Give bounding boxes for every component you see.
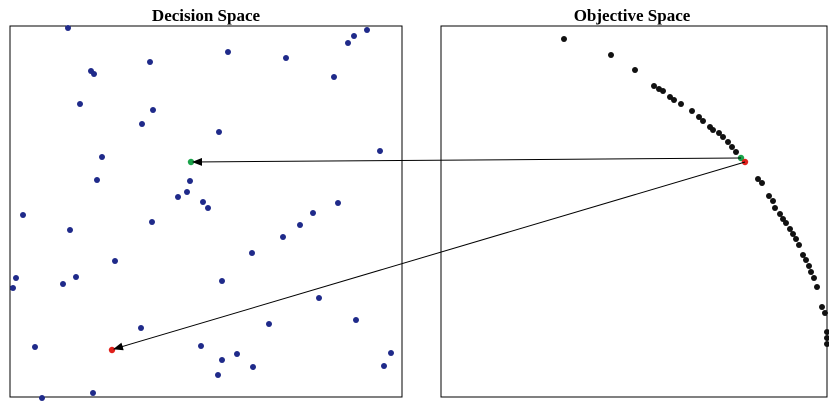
decision-point <box>219 278 225 284</box>
decision-space-frame <box>9 25 403 398</box>
decision-point <box>216 129 222 135</box>
decision-point <box>205 205 211 211</box>
objective-point <box>759 180 765 186</box>
objective-point <box>755 176 761 182</box>
decision-point <box>381 363 387 369</box>
decision-point <box>60 281 66 287</box>
decision-point <box>150 107 156 113</box>
objective-point <box>772 205 778 211</box>
objective-point <box>678 101 684 107</box>
decision-point <box>20 212 26 218</box>
decision-space-title: Decision Space <box>152 6 261 25</box>
decision-point <box>345 40 351 46</box>
decision-point <box>67 227 73 233</box>
decision-point <box>90 390 96 396</box>
decision-point <box>377 148 383 154</box>
decision-point <box>310 210 316 216</box>
decision-point <box>297 222 303 228</box>
objective-point <box>808 269 814 275</box>
objective-point <box>777 211 783 217</box>
objective-point <box>790 231 796 237</box>
objective-point <box>814 284 820 290</box>
objective-point <box>766 193 772 199</box>
objective-point <box>824 341 829 347</box>
mapping-arrow-red <box>113 161 746 351</box>
objective-point <box>725 139 731 145</box>
decision-point <box>184 189 190 195</box>
decision-point <box>215 372 221 378</box>
objective-point <box>710 127 716 133</box>
objective-point <box>796 242 802 248</box>
objective-point <box>824 335 829 341</box>
objective-point <box>608 52 614 58</box>
objective-point <box>716 130 722 136</box>
decision-point <box>73 274 79 280</box>
decision-point <box>32 344 38 350</box>
decision-point <box>234 351 240 357</box>
decision-point <box>250 364 256 370</box>
objective-point <box>729 144 735 150</box>
decision-point <box>331 74 337 80</box>
decision-point <box>283 55 289 61</box>
decision-point <box>149 219 155 225</box>
objective-point <box>720 134 726 140</box>
decision-point <box>139 121 145 127</box>
decision-point <box>200 199 206 205</box>
decision-point <box>99 154 105 160</box>
decision-point <box>94 177 100 183</box>
decision-point <box>316 295 322 301</box>
decision-point <box>175 194 181 200</box>
decision-point <box>364 27 370 33</box>
objective-point <box>819 304 825 310</box>
objective-point <box>632 67 638 73</box>
decision-point <box>198 343 204 349</box>
objective-point <box>660 88 666 94</box>
objective-point <box>822 310 828 316</box>
decision-point <box>219 357 225 363</box>
decision-point <box>77 101 83 107</box>
mapping-arrow-green <box>192 157 742 166</box>
objective-point <box>733 149 739 155</box>
decision-point <box>39 395 45 401</box>
objective-point <box>561 36 567 42</box>
decision-point <box>13 275 19 281</box>
objective-point <box>811 275 817 281</box>
objective-point <box>824 329 829 335</box>
objective-point <box>651 83 657 89</box>
objective-point <box>689 108 695 114</box>
decision-point <box>353 317 359 323</box>
decision-point <box>266 321 272 327</box>
objective-point <box>783 220 789 226</box>
objective-point <box>696 114 702 120</box>
decision-point <box>91 71 97 77</box>
objective-point <box>671 97 677 103</box>
decision-point <box>335 200 341 206</box>
decision-point <box>388 350 394 356</box>
objective-point <box>787 226 793 232</box>
objective-point <box>770 198 776 204</box>
objective-point <box>800 252 806 258</box>
decision-point <box>112 258 118 264</box>
decision-point <box>65 25 71 31</box>
decision-point <box>249 250 255 256</box>
decision-point <box>280 234 286 240</box>
decision-point <box>147 59 153 65</box>
objective-point <box>803 257 809 263</box>
decision-point <box>138 325 144 331</box>
decision-point <box>225 49 231 55</box>
decision-point <box>187 178 193 184</box>
decision-points <box>10 25 394 401</box>
objective-space-frame <box>440 25 828 398</box>
decision-point-red <box>108 346 116 354</box>
decision-point <box>10 285 16 291</box>
objective-space-title: Objective Space <box>574 6 691 25</box>
objective-point <box>806 263 812 269</box>
objective-points <box>561 36 829 347</box>
objective-point <box>700 118 706 124</box>
decision-point <box>351 33 357 39</box>
objective-point <box>793 236 799 242</box>
